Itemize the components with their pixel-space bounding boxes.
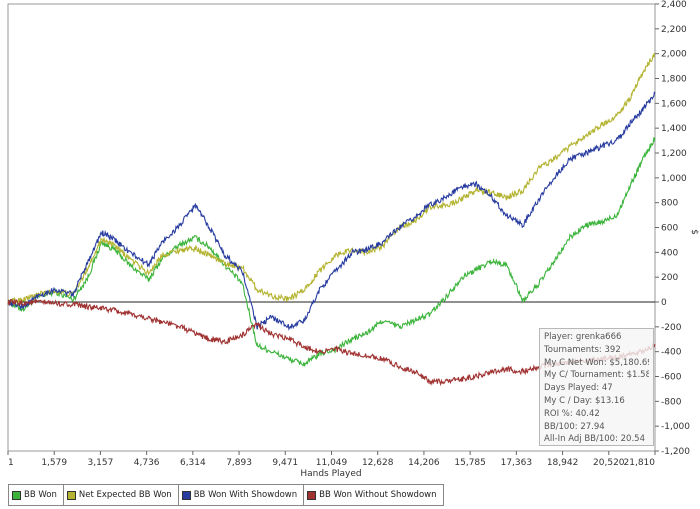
y-tick-label: 1,600 <box>661 99 687 109</box>
legend-swatch <box>12 490 21 500</box>
legend-label: BB Won With Showdown <box>193 490 298 500</box>
x-tick-label: 18,942 <box>547 458 579 468</box>
y-tick-label: 2,000 <box>661 50 687 60</box>
x-tick-label: 1 <box>8 458 14 468</box>
stat-per-day: My C / Day: $13.16 <box>544 395 625 406</box>
y-tick-label: 600 <box>661 224 678 234</box>
y-axis-label: $ <box>689 229 699 235</box>
legend-swatch <box>307 490 317 500</box>
x-tick-label: 11,049 <box>316 458 348 468</box>
y-tick-label: -600 <box>661 373 682 383</box>
legend-item: BB Won <box>9 485 64 505</box>
y-tick-label: -400 <box>661 348 682 358</box>
x-tick-label: 21,810 <box>624 458 656 468</box>
stat-net-won: My C Net Won: $5,180.69 <box>544 357 649 368</box>
legend-label: Net Expected BB Won <box>78 490 172 500</box>
y-tick-label: 1,200 <box>661 149 687 159</box>
y-tick-label: -800 <box>661 397 682 407</box>
x-tick-label: 7,893 <box>226 458 252 468</box>
y-tick-label: 0 <box>661 298 667 308</box>
y-tick-label: 2,200 <box>661 25 687 35</box>
x-tick-label: 14,206 <box>408 458 440 468</box>
y-tick-label: 200 <box>661 273 678 283</box>
series-line-bb-won-with-showdown <box>7 91 656 331</box>
legend-label: BB Won Without Showdown <box>319 490 437 500</box>
y-tick-label: -200 <box>661 323 682 333</box>
x-tick-label: 20,520 <box>593 458 625 468</box>
y-tick-label: -1,200 <box>661 447 690 457</box>
x-tick-label: 15,785 <box>454 458 486 468</box>
x-tick-label: 9,471 <box>272 458 298 468</box>
stat-days-played: Days Played: 47 <box>544 383 613 394</box>
stats-box: Player: grenka666 Tournaments: 392 My C … <box>539 328 654 446</box>
stat-roi: ROI %: 40.42 <box>544 408 600 419</box>
y-tick-label: 1,800 <box>661 75 687 85</box>
x-tick-label: 3,157 <box>88 458 114 468</box>
x-axis-label: Hands Played <box>300 469 361 479</box>
legend: BB Won Net Expected BB Won BB Won With Sho… <box>8 484 444 506</box>
legend-swatch <box>66 490 76 500</box>
legend-item: BB Won Without Showdown <box>304 485 442 505</box>
x-tick-label: 6,314 <box>180 458 206 468</box>
legend-item: Net Expected BB Won <box>64 485 179 505</box>
x-tick-label: 4,736 <box>134 458 160 468</box>
y-tick-label: 800 <box>661 199 678 209</box>
x-tick-label: 17,363 <box>501 458 533 468</box>
legend-item: BB Won With Showdown <box>179 485 305 505</box>
legend-swatch <box>181 490 191 500</box>
stat-allin-bb100: All-In Adj BB/100: 20.54 <box>544 434 645 445</box>
stat-tournaments: Tournaments: 392 <box>544 344 621 355</box>
y-tick-label: 2,400 <box>661 0 687 10</box>
y-tick-label: 1,000 <box>661 174 687 184</box>
x-tick-label: 1,579 <box>41 458 67 468</box>
stat-per-tournament: My C/ Tournament: $1.58 <box>544 370 649 381</box>
y-tick-label: -1,000 <box>661 422 690 432</box>
series-line-net-expected-bb-won <box>7 53 656 305</box>
stat-player: Player: grenka666 <box>544 332 622 342</box>
x-tick-label: 12,628 <box>362 458 394 468</box>
stat-bb100: BB/100: 27.94 <box>544 421 605 432</box>
y-tick-label: 1,400 <box>661 124 687 134</box>
legend-label: BB Won <box>24 490 57 500</box>
y-tick-label: 400 <box>661 248 678 258</box>
